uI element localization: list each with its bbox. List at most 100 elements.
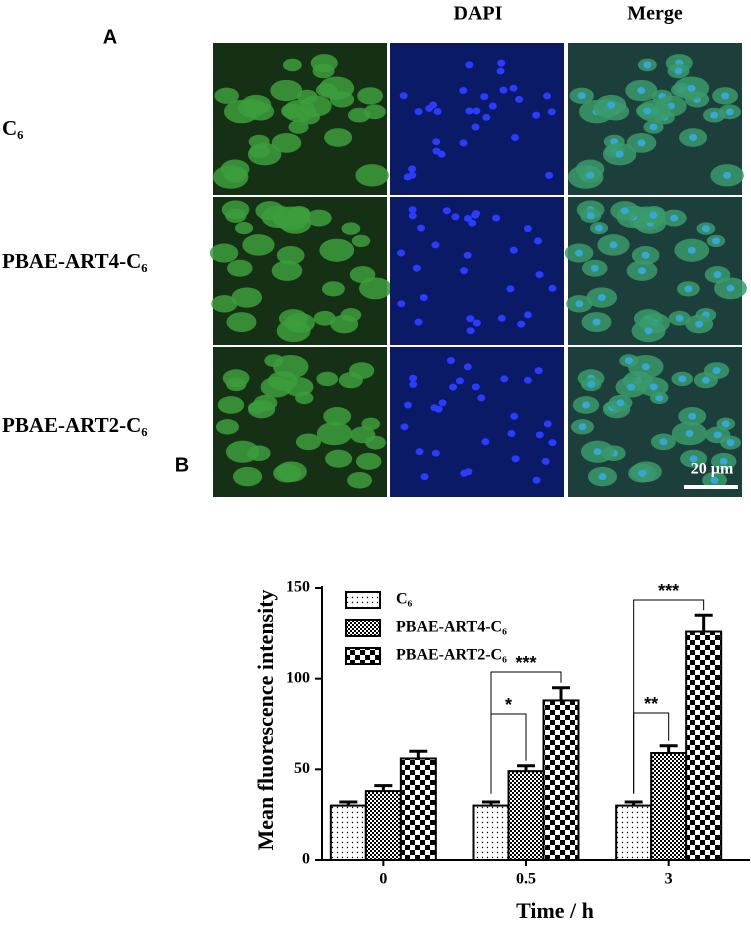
x-tick-label: 0.5: [516, 871, 536, 888]
nucleus: [517, 320, 526, 328]
nucleus: [670, 214, 679, 222]
nucleus: [684, 285, 693, 293]
nucleus: [638, 267, 647, 275]
bar: [472, 804, 510, 861]
significance-bracket: [490, 671, 562, 794]
nucleus: [417, 224, 426, 232]
nucleus: [399, 92, 408, 100]
nucleus: [460, 267, 469, 275]
nucleus: [465, 61, 474, 69]
nucleus: [397, 249, 406, 257]
legend-label: PBAE-ART4-C₆: [396, 619, 507, 636]
cell: [240, 94, 272, 116]
micrographs: [209, 43, 747, 497]
cell: [288, 120, 309, 134]
legend-swatch: [345, 619, 381, 637]
nucleus: [586, 212, 595, 220]
cell: [324, 128, 353, 147]
nucleus: [548, 439, 557, 447]
cell: [247, 143, 282, 166]
nucleus: [534, 367, 543, 375]
nucleus: [548, 284, 557, 292]
nucleus: [541, 457, 550, 465]
nucleus: [578, 423, 587, 431]
significance-label: ***: [658, 581, 679, 601]
cell: [271, 133, 302, 153]
nucleus: [481, 438, 490, 446]
cell: [235, 222, 254, 235]
nucleus: [431, 449, 440, 457]
y-axis-title: Mean fluorescence intensity: [253, 589, 278, 850]
nucleus: [624, 357, 633, 365]
nucleus: [687, 246, 696, 254]
nucleus: [689, 455, 698, 463]
nucleus: [713, 271, 722, 279]
bar: [685, 630, 723, 862]
nucleus: [412, 264, 421, 272]
cell: [225, 440, 260, 463]
x-tick-label: 0: [379, 871, 387, 888]
nucleus: [408, 212, 417, 220]
nucleus: [472, 107, 481, 115]
row-label: PBAE-ART4-C₆: [2, 249, 148, 273]
cell: [295, 433, 321, 451]
cell: [316, 371, 339, 387]
cell: [253, 394, 278, 411]
nucleus: [713, 431, 722, 439]
nucleus: [616, 399, 625, 407]
nucleus: [463, 251, 472, 259]
nucleus: [429, 101, 438, 109]
nucleus: [649, 383, 658, 391]
cell: [224, 167, 247, 183]
nucleus: [408, 165, 417, 173]
nucleus: [414, 108, 423, 116]
nucleus: [688, 412, 697, 420]
nucleus: [466, 315, 475, 323]
cell: [260, 376, 292, 398]
nucleus: [510, 412, 519, 420]
nucleus: [638, 469, 647, 477]
nucleus: [532, 476, 541, 484]
nucleus: [643, 107, 652, 115]
cell: [215, 419, 239, 435]
nucleus: [482, 113, 491, 121]
nucleus: [627, 383, 636, 391]
nucleus: [721, 420, 730, 428]
nucleus: [581, 401, 590, 409]
nucleus: [637, 87, 646, 95]
nucleus: [432, 138, 441, 146]
nucleus: [466, 327, 475, 335]
cell: [264, 354, 284, 367]
significance-label: **: [644, 694, 658, 714]
cell: [226, 377, 247, 392]
nucleus: [438, 399, 447, 407]
nucleus: [545, 171, 554, 179]
nucleus: [459, 139, 468, 147]
nucleus: [641, 251, 650, 259]
bar: [364, 790, 402, 861]
nucleus: [675, 314, 684, 322]
nucleus: [449, 383, 458, 391]
scale-bar-label: 20 µm: [691, 461, 734, 478]
bar: [507, 770, 545, 861]
cell: [227, 259, 253, 277]
nucleus: [595, 224, 604, 232]
nucleus: [408, 206, 417, 214]
nucleus: [719, 457, 728, 465]
nucleus: [701, 376, 710, 384]
nucleus: [446, 357, 455, 365]
nucleus: [543, 420, 552, 428]
nucleus: [409, 380, 418, 388]
nucleus: [609, 241, 618, 249]
cell: [273, 463, 302, 483]
nucleus: [674, 67, 683, 75]
cell: [322, 281, 345, 297]
row-label: PBAE-ART2-C₆: [2, 413, 148, 437]
x-tick-label: 3: [665, 871, 673, 888]
nucleus: [511, 134, 520, 142]
nucleus: [471, 123, 480, 131]
nucleus: [430, 404, 439, 412]
column-header: Merge: [627, 3, 683, 25]
cell: [270, 79, 303, 102]
bar: [615, 804, 653, 861]
